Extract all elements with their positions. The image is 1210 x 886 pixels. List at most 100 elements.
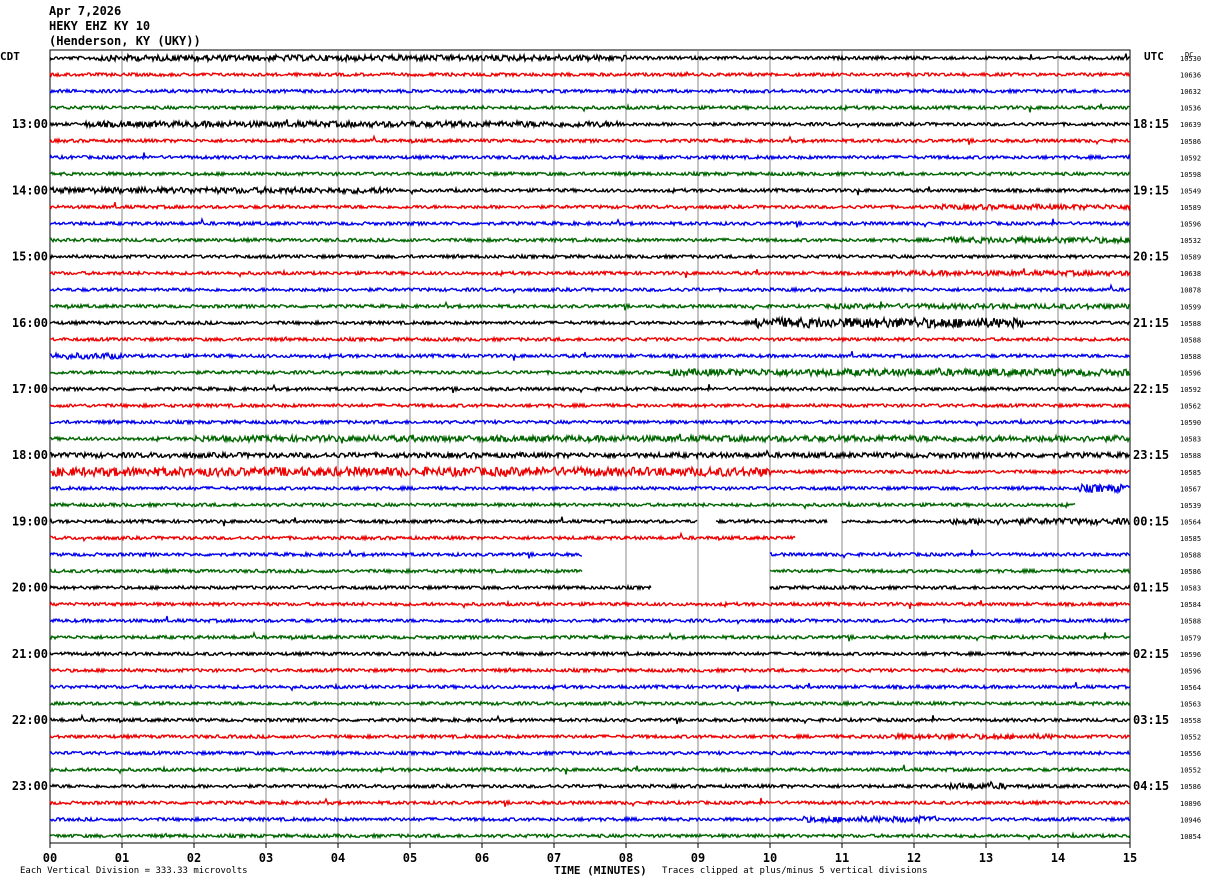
trace-line-8 xyxy=(49,184,1131,196)
dc-value-label: 10536 xyxy=(1180,105,1201,113)
trace-line-37 xyxy=(49,666,1131,674)
dc-value-label: 10596 xyxy=(1180,651,1201,659)
trace-line-15 xyxy=(49,300,1131,312)
trace-line-16 xyxy=(49,315,1131,331)
trace-line-38 xyxy=(49,682,1131,692)
footer-scale: Each Vertical Division = 333.33 microvol… xyxy=(20,866,248,876)
dc-value-label: 10532 xyxy=(1180,237,1201,245)
trace-line-19 xyxy=(49,366,1131,379)
trace-line-23 xyxy=(50,432,1131,445)
gridlines xyxy=(121,50,1059,843)
header-date: Apr 7,2026 xyxy=(49,4,122,18)
x-tick-label: 03 xyxy=(259,851,273,865)
trace-line-28 xyxy=(49,516,1131,527)
dc-value-label: 10563 xyxy=(1180,700,1201,708)
dc-value-label: 10946 xyxy=(1180,816,1201,824)
x-tick-label: 06 xyxy=(475,851,489,865)
traces xyxy=(49,52,1131,841)
dc-value-label: 10585 xyxy=(1180,469,1201,477)
right-hour-label: 02:15 xyxy=(1133,647,1169,661)
trace-line-47 xyxy=(49,831,1131,841)
dc-value-label: 10567 xyxy=(1180,485,1201,493)
trace-line-25 xyxy=(49,464,1131,479)
x-ticks: 00 01 02 03 04 05 06 07 08 09 10 11 12 13 14 15 xyxy=(43,843,1137,865)
dc-value-label: 10590 xyxy=(1180,419,1201,427)
trace-line-17 xyxy=(50,335,1131,343)
dc-value-label: 10588 xyxy=(1180,552,1201,560)
dc-value-label: 10549 xyxy=(1180,187,1201,195)
trace-line-9 xyxy=(49,202,1131,212)
trace-line-45 xyxy=(49,797,1131,808)
x-tick-label: 15 xyxy=(1123,851,1137,865)
dc-value-label: 10585 xyxy=(1180,535,1201,543)
dc-value-label: 10588 xyxy=(1180,320,1201,328)
dc-labels: 10530 10636 10632 10536 10639 10586 10592 10598… xyxy=(1180,55,1201,841)
trace-line-33 xyxy=(49,599,1131,610)
right-hour-label: 22:15 xyxy=(1133,382,1169,396)
trace-line-26 xyxy=(49,482,1131,495)
dc-value-label: 10854 xyxy=(1180,833,1201,841)
dc-value-label: 10586 xyxy=(1180,138,1201,146)
trace-line-41 xyxy=(49,731,1131,742)
left-hour-label: 21:00 xyxy=(12,647,48,661)
trace-line-39 xyxy=(49,699,1131,708)
dc-value-label: 10552 xyxy=(1180,767,1201,775)
x-tick-label: 02 xyxy=(187,851,201,865)
x-tick-label: 01 xyxy=(115,851,129,865)
trace-line-32 xyxy=(49,583,1131,592)
right-hour-label: 03:15 xyxy=(1133,713,1169,727)
dc-value-label: 10562 xyxy=(1180,403,1201,411)
trace-line-3 xyxy=(49,103,1130,113)
left-tz-label: CDT xyxy=(0,50,20,63)
trace-line-44 xyxy=(49,780,1130,792)
dc-value-label: 10592 xyxy=(1180,386,1201,394)
right-hour-label: 20:15 xyxy=(1133,250,1169,264)
trace-line-24 xyxy=(49,449,1131,461)
dc-value-label: 10596 xyxy=(1180,221,1201,229)
trace-line-5 xyxy=(49,134,1131,146)
dc-value-label: 10584 xyxy=(1180,601,1201,609)
x-tick-label: 00 xyxy=(43,851,57,865)
trace-line-31 xyxy=(49,567,1131,575)
trace-line-46 xyxy=(49,814,1131,825)
dc-value-label: 10896 xyxy=(1180,800,1201,808)
x-tick-label: 11 xyxy=(835,851,849,865)
dc-value-label: 10586 xyxy=(1180,783,1201,791)
header-station: HEKY EHZ KY 10 xyxy=(49,19,151,33)
footer-clip: Traces clipped at plus/minus 5 vertical … xyxy=(662,866,928,876)
dc-value-label: 10596 xyxy=(1180,667,1201,675)
left-hour-labels: 13:00 14:00 15:00 16:00 17:00 18:00 19:00 20:00… xyxy=(12,117,48,793)
trace-line-6 xyxy=(49,152,1131,162)
left-hour-label: 17:00 xyxy=(12,382,48,396)
dc-value-label: 10583 xyxy=(1180,585,1201,593)
trace-line-20 xyxy=(49,383,1131,394)
left-hour-label: 16:00 xyxy=(12,316,48,330)
left-hour-label: 20:00 xyxy=(12,581,48,595)
dc-value-label: 10564 xyxy=(1180,518,1201,526)
dc-value-label: 10589 xyxy=(1180,204,1201,212)
left-hour-label: 22:00 xyxy=(12,713,48,727)
dc-value-label: 10556 xyxy=(1180,750,1201,758)
dc-value-label: 10552 xyxy=(1180,734,1201,742)
dc-value-label: 10636 xyxy=(1180,72,1201,80)
dc-value-label: 10878 xyxy=(1180,287,1201,295)
dc-value-label: 10598 xyxy=(1180,171,1201,179)
x-tick-label: 10 xyxy=(763,851,777,865)
dc-value-label: 10564 xyxy=(1180,684,1201,692)
right-hour-label: 18:15 xyxy=(1133,117,1169,131)
dc-value-label: 10588 xyxy=(1180,353,1201,361)
trace-line-4 xyxy=(49,118,1131,130)
right-hour-label: 21:15 xyxy=(1133,316,1169,330)
dc-value-label: 10588 xyxy=(1180,336,1201,344)
trace-line-22 xyxy=(49,417,1131,427)
dc-value-label: 10588 xyxy=(1180,452,1201,460)
right-hour-label: 00:15 xyxy=(1133,514,1169,528)
trace-line-1 xyxy=(49,70,1131,79)
trace-line-10 xyxy=(49,216,1131,228)
trace-line-12 xyxy=(49,252,1131,261)
trace-line-27 xyxy=(50,503,1130,508)
dc-value-label: 10639 xyxy=(1180,121,1201,129)
trace-line-14 xyxy=(49,283,1131,294)
dc-value-label: 10592 xyxy=(1180,154,1201,162)
